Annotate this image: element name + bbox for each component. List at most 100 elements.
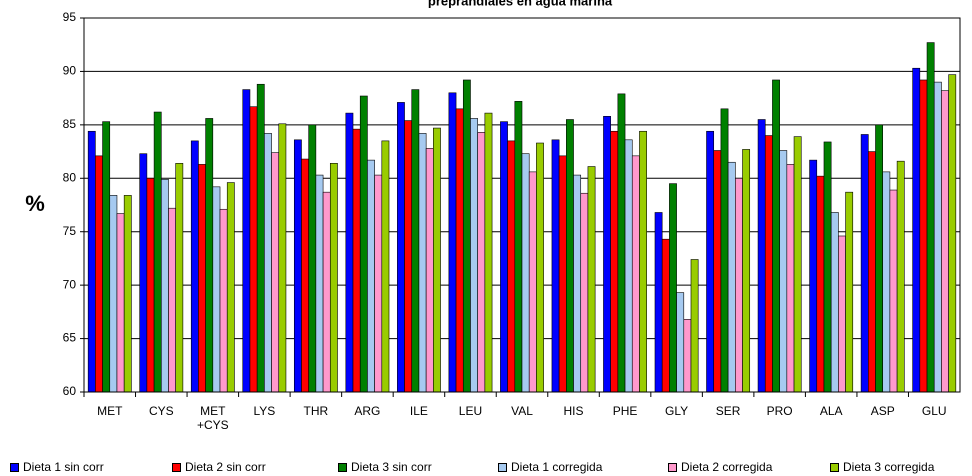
legend-label: Dieta 2 sin corr: [185, 460, 266, 474]
bar: [683, 319, 692, 393]
legend-item: Dieta 1 sin corr: [10, 460, 104, 474]
legend-swatch: [830, 462, 839, 472]
bar: [278, 123, 287, 393]
bar: [926, 42, 935, 393]
bar: [477, 132, 486, 393]
plot-border: [83, 17, 961, 393]
bar: [146, 177, 155, 393]
bar: [830, 212, 839, 393]
bar: [889, 189, 898, 393]
x-tick-label: THR: [303, 404, 329, 418]
bar: [139, 153, 148, 393]
bar: [484, 112, 493, 393]
bar: [713, 150, 722, 393]
y-tick-label: 65: [63, 331, 77, 345]
bar: [676, 292, 685, 393]
legend-swatch: [10, 462, 19, 472]
bar: [175, 163, 184, 393]
bar: [631, 155, 640, 393]
x-tick-label: GLU: [921, 404, 947, 418]
legend-item: Dieta 2 corregida: [668, 460, 772, 474]
bar: [654, 212, 663, 393]
bar: [418, 133, 427, 393]
bar: [809, 159, 818, 393]
bar: [690, 259, 699, 393]
bar: [404, 120, 413, 393]
legend-item: Dieta 2 sin corr: [172, 460, 266, 474]
bar: [845, 191, 854, 393]
x-tick-label: HIS: [563, 404, 584, 418]
x-tick-label: VAL: [511, 404, 533, 418]
bar: [742, 149, 751, 393]
bar: [639, 130, 647, 393]
legend-label: Dieta 1 corregida: [511, 460, 603, 474]
x-tick-label: SER: [715, 404, 741, 418]
legend-swatch: [498, 462, 507, 472]
chart-title: preprandiales en agua marina: [428, 0, 613, 8]
bar: [933, 81, 942, 393]
bar: [868, 151, 876, 393]
y-tick-label: 90: [63, 64, 77, 78]
bar: [580, 192, 589, 393]
x-tick-label: ARG: [354, 404, 381, 418]
bar: [411, 89, 420, 393]
bar: [587, 166, 596, 393]
bar: [603, 116, 611, 393]
bar: [521, 153, 530, 393]
bar: [433, 127, 441, 393]
y-tick-label: 85: [63, 117, 77, 131]
bar: [95, 155, 103, 393]
bar: [160, 179, 169, 393]
x-tick-label: PHE: [612, 404, 638, 418]
bar: [786, 164, 795, 393]
bar: [610, 130, 619, 393]
bar: [102, 121, 111, 393]
y-tick-label: 80: [63, 170, 77, 184]
legend-label: Dieta 3 corregida: [843, 460, 935, 474]
bar: [448, 92, 457, 393]
x-tick-label: CYS: [148, 404, 174, 418]
bar: [455, 108, 464, 393]
legend-label: Dieta 2 corregida: [681, 460, 773, 474]
bar: [823, 141, 832, 393]
bar: [374, 174, 383, 393]
bar: [256, 83, 265, 393]
bar: [661, 238, 670, 393]
legend-label: Dieta 1 sin corr: [23, 460, 104, 474]
bar: [727, 161, 736, 393]
bar: [514, 101, 523, 393]
x-tick-label: GLY: [665, 404, 689, 418]
bar: [190, 140, 199, 393]
bar: [87, 130, 96, 393]
bar: [896, 160, 905, 393]
bar: [948, 74, 957, 393]
bar: [624, 139, 633, 393]
bar: [779, 150, 788, 393]
x-tick-label: MET: [97, 404, 123, 418]
bar: [706, 130, 715, 393]
bar: [764, 135, 773, 393]
bar: [882, 171, 891, 393]
bar: [242, 89, 251, 393]
bar: [359, 95, 368, 393]
bar: [205, 118, 214, 393]
bar: [735, 177, 743, 393]
bar: [308, 124, 317, 393]
bar: [558, 155, 567, 393]
legend-swatch: [668, 462, 677, 472]
bar: [315, 174, 324, 393]
bar: [573, 174, 582, 393]
bar: [566, 119, 574, 393]
bar: [219, 208, 228, 393]
legend-label: Dieta 3 sin corr: [351, 460, 432, 474]
bar: [109, 195, 118, 393]
bar: [551, 139, 560, 393]
x-tick-label: LYS: [253, 404, 276, 418]
x-tick-label: ILE: [409, 404, 428, 418]
y-axis-label: %: [25, 191, 45, 216]
bar: [381, 140, 390, 393]
bar: [301, 158, 309, 393]
bar: [875, 124, 884, 393]
